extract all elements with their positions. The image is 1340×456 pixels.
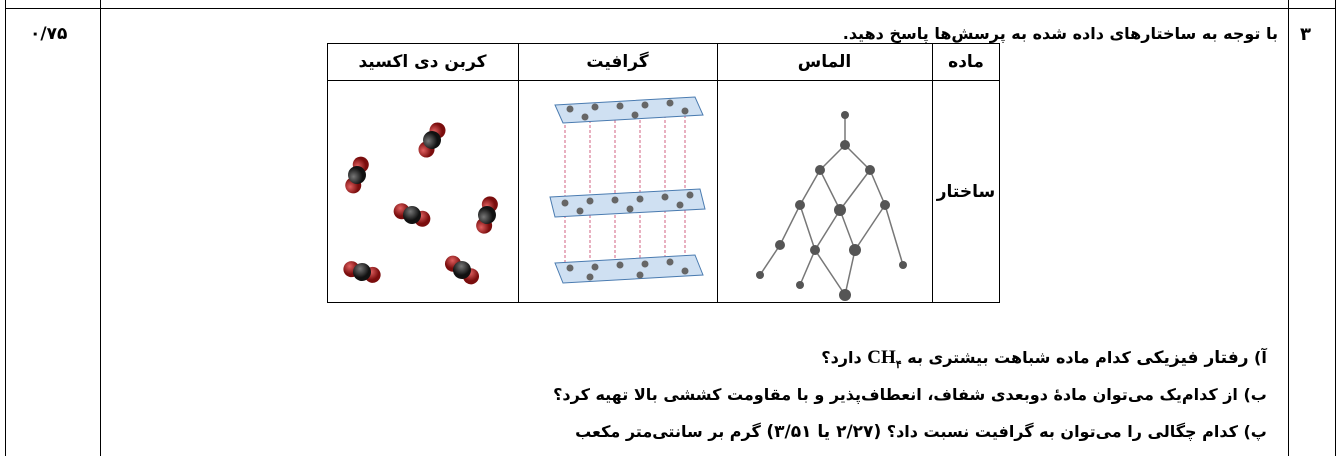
item-emphasis: رفتار فیزیکی bbox=[1136, 348, 1249, 368]
header-cell: الماس bbox=[797, 51, 852, 72]
item-text: گرم بر سانتی‌متر مکعب bbox=[575, 422, 767, 441]
graphite-image bbox=[549, 96, 706, 284]
structure-table bbox=[327, 43, 1000, 303]
item-a: آ) رفتار فیزیکی کدام ماده شباهت بیشتری ب… bbox=[821, 328, 1278, 371]
formula-subscript: ۴ bbox=[895, 358, 902, 371]
item-text: کدام ماده شباهت بیشتری به bbox=[901, 348, 1137, 367]
row-label: ساختار bbox=[936, 181, 996, 202]
item-text: ب) از کدام‌یک می‌توان مادهٔ دوبعدی شفاف،… bbox=[553, 385, 1267, 404]
header-cell: کربن دی اکسید bbox=[358, 51, 487, 72]
question-prompt: با توجه به ساختارهای داده شده به پرسش‌ها… bbox=[842, 24, 1278, 43]
question-score: ۰/۷۵ bbox=[30, 24, 68, 44]
table-row-divider bbox=[327, 80, 1000, 81]
left-border bbox=[5, 0, 6, 456]
number-divider bbox=[1288, 0, 1289, 456]
item-emphasis: (۲/۲۷ یا ۳/۵۱) bbox=[766, 422, 882, 442]
table-col-divider bbox=[932, 43, 933, 303]
item-text: پ) کدام چگالی را می‌توان به گرافیت نسبت … bbox=[881, 422, 1267, 441]
formula: CH۴ bbox=[867, 347, 902, 371]
table-col-divider bbox=[717, 43, 718, 303]
score-divider bbox=[100, 0, 101, 456]
formula-text: CH bbox=[867, 347, 896, 368]
item-text: آ) bbox=[1248, 348, 1267, 367]
top-border bbox=[5, 8, 1336, 9]
item-text: دارد؟ bbox=[821, 348, 868, 367]
table-col-divider bbox=[518, 43, 519, 303]
diamond-image bbox=[756, 111, 907, 301]
right-border bbox=[1335, 0, 1336, 456]
item-c: پ) کدام چگالی را می‌توان به گرافیت نسبت … bbox=[575, 403, 1278, 442]
header-cell: گرافیت bbox=[586, 51, 649, 72]
item-b: ب) از کدام‌یک می‌توان مادهٔ دوبعدی شفاف،… bbox=[553, 366, 1278, 404]
question-number: ۳ bbox=[1300, 24, 1311, 45]
header-cell: ماده bbox=[948, 51, 984, 72]
co2-image bbox=[341, 119, 501, 289]
